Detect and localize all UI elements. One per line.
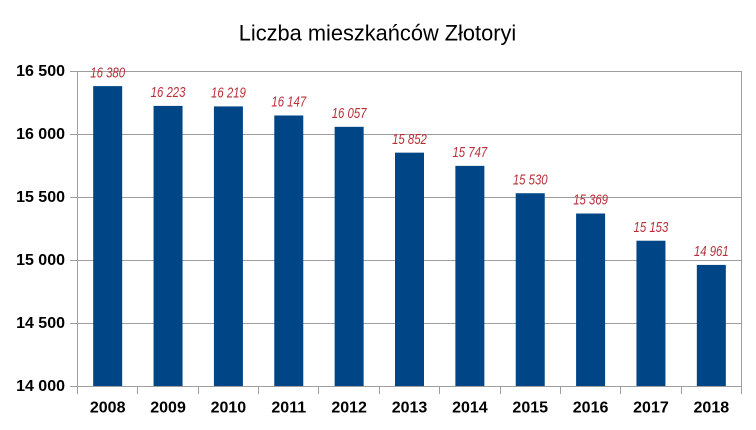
svg-text:16 219: 16 219 bbox=[211, 86, 246, 102]
svg-text:16 223: 16 223 bbox=[151, 85, 186, 101]
svg-text:15 500: 15 500 bbox=[16, 189, 65, 206]
svg-text:2016: 2016 bbox=[573, 399, 609, 416]
svg-text:15 153: 15 153 bbox=[634, 220, 669, 236]
svg-text:Liczba mieszkańców Złotoryi: Liczba mieszkańców Złotoryi bbox=[239, 21, 516, 46]
svg-text:2011: 2011 bbox=[271, 399, 306, 416]
svg-text:16 147: 16 147 bbox=[271, 95, 307, 111]
svg-text:15 530: 15 530 bbox=[513, 172, 548, 188]
svg-text:16 380: 16 380 bbox=[90, 65, 125, 81]
svg-text:15 369: 15 369 bbox=[573, 193, 608, 209]
svg-text:2008: 2008 bbox=[90, 399, 126, 416]
svg-text:15 747: 15 747 bbox=[452, 145, 488, 161]
svg-text:14 961: 14 961 bbox=[694, 244, 729, 260]
svg-text:2013: 2013 bbox=[392, 399, 428, 416]
svg-text:16 000: 16 000 bbox=[16, 126, 65, 143]
svg-text:15 000: 15 000 bbox=[16, 252, 65, 269]
svg-text:2009: 2009 bbox=[150, 399, 186, 416]
svg-text:2010: 2010 bbox=[211, 399, 247, 416]
svg-text:2015: 2015 bbox=[512, 399, 548, 416]
svg-text:14 500: 14 500 bbox=[16, 315, 65, 332]
svg-text:2017: 2017 bbox=[633, 399, 669, 416]
svg-text:16 500: 16 500 bbox=[16, 63, 65, 80]
svg-text:2014: 2014 bbox=[452, 399, 488, 416]
svg-text:2012: 2012 bbox=[331, 399, 367, 416]
svg-text:15 852: 15 852 bbox=[392, 132, 427, 148]
svg-text:16 057: 16 057 bbox=[332, 106, 368, 122]
svg-text:2018: 2018 bbox=[694, 399, 730, 416]
svg-text:14 000: 14 000 bbox=[16, 378, 65, 395]
